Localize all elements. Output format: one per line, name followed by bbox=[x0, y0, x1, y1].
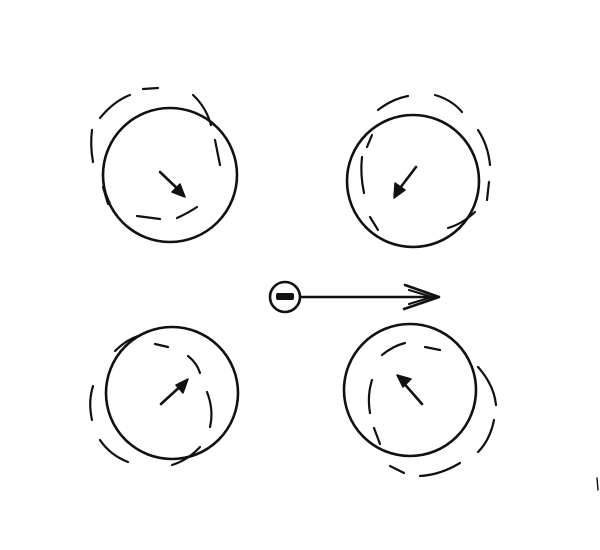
atom-top-right-nucleus-circle bbox=[345, 113, 481, 249]
atom-bottom-right-electron-cloud bbox=[367, 341, 498, 478]
atom-top-right-electron-cloud bbox=[360, 93, 492, 232]
atom-bottom-right bbox=[342, 322, 498, 478]
atom-bottom-right-displacement-arrow bbox=[396, 374, 424, 406]
minus-sign bbox=[276, 293, 294, 300]
atom-top-left bbox=[90, 86, 239, 244]
atom-top-left-nucleus-circle bbox=[101, 106, 239, 244]
atom-bottom-left bbox=[89, 325, 240, 467]
atom-top-right-displacement-arrow bbox=[393, 165, 418, 199]
atom-top-left-displacement-arrow bbox=[158, 170, 186, 198]
charge-velocity-arrow bbox=[299, 283, 441, 311]
atom-bottom-left-electron-cloud bbox=[89, 334, 213, 467]
atom-top-left-electron-cloud bbox=[90, 86, 222, 221]
stray-marks bbox=[102, 188, 599, 491]
moving-charge bbox=[268, 280, 441, 314]
atom-bottom-right-nucleus-circle bbox=[342, 322, 478, 458]
atom-bottom-left-nucleus-circle bbox=[104, 325, 240, 461]
atom-bottom-left-displacement-arrow bbox=[159, 378, 189, 406]
atom-top-right bbox=[345, 93, 492, 249]
